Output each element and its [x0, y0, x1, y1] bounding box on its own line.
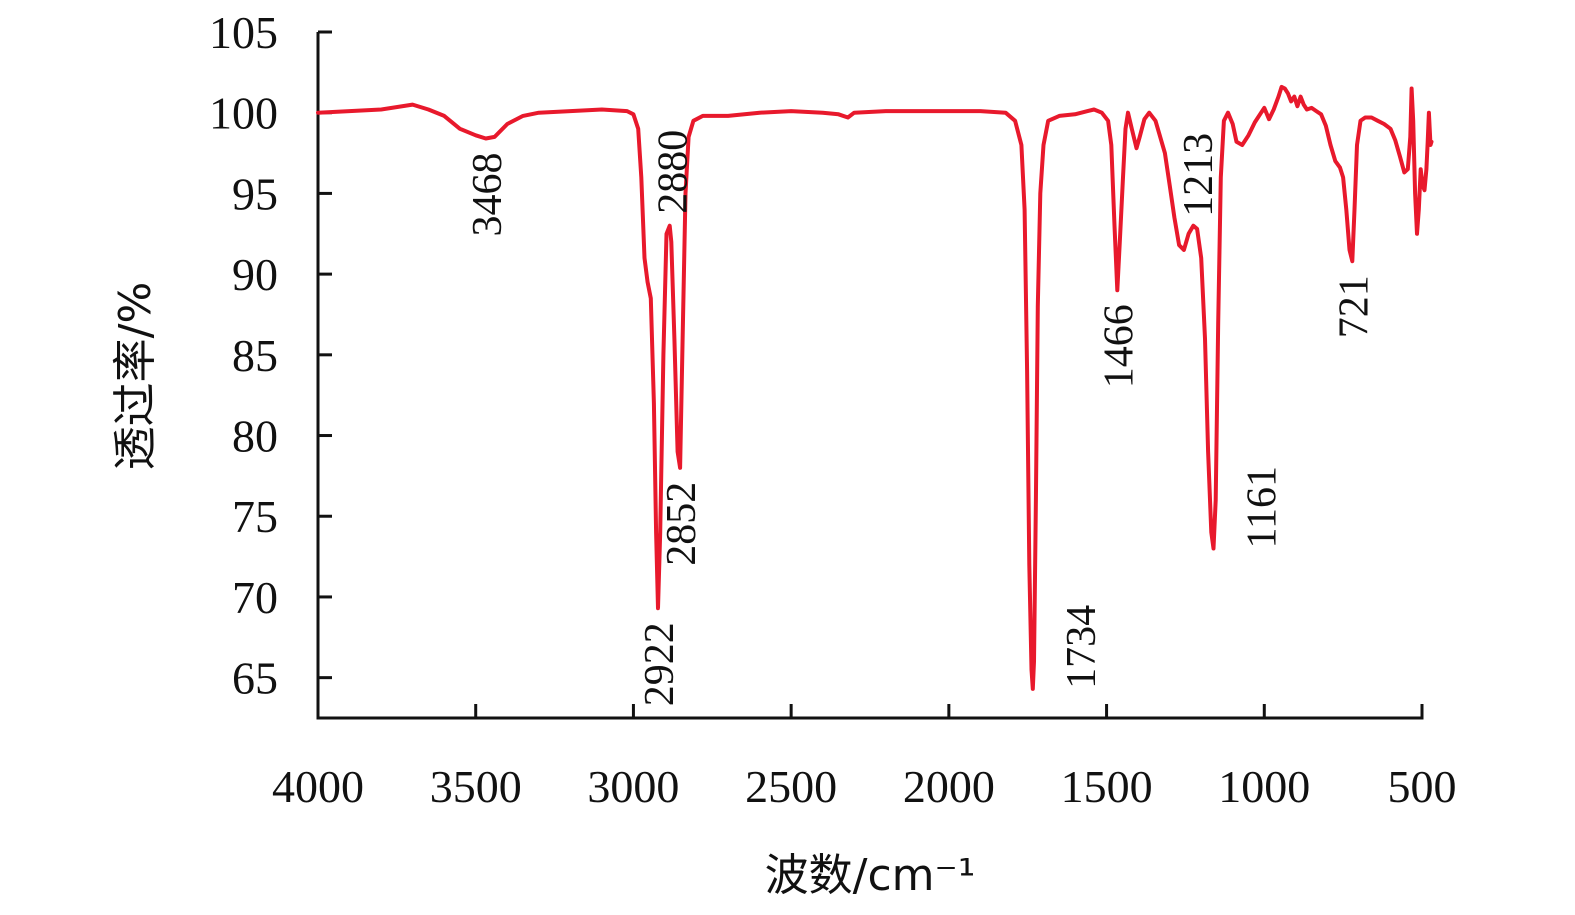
- ticks: 65 70 75 80 85 90 95 100 105 4000 3500 3000 2500 2000…: [209, 7, 1457, 812]
- x-tick-label: 1500: [1061, 761, 1153, 812]
- peak-annotations: 3468 2880 2922 2852 1734 1466 1213 1161 721: [465, 130, 1378, 707]
- y-tick-label: 75: [232, 491, 278, 542]
- spectrum-line: [316, 84, 1434, 691]
- peak-label: 721: [1331, 275, 1377, 338]
- x-axis-title: 波数/cm⁻¹: [765, 850, 976, 901]
- x-tick-label: 2500: [745, 761, 837, 812]
- axes: [316, 32, 1424, 720]
- y-tick-label: 100: [209, 88, 278, 139]
- y-tick-label: 105: [209, 7, 278, 58]
- y-tick-label: 95: [232, 168, 278, 219]
- y-tick-label: 70: [232, 572, 278, 623]
- peak-label: 1734: [1059, 605, 1105, 689]
- peak-label: 2852: [659, 482, 705, 566]
- peak-label: 1213: [1176, 133, 1222, 217]
- series-layer: [316, 84, 1434, 691]
- peak-label: 3468: [465, 153, 511, 237]
- x-tick-label: 4000: [272, 761, 364, 812]
- peak-label: 2880: [650, 130, 696, 214]
- y-axis-title: 透过率/%: [110, 282, 161, 471]
- y-tick-label: 65: [232, 653, 278, 704]
- x-tick-label: 500: [1388, 761, 1457, 812]
- x-tick-label: 2000: [903, 761, 995, 812]
- axis-frame: [316, 32, 1424, 720]
- peak-label: 2922: [637, 622, 683, 706]
- x-tick-label: 3000: [587, 761, 679, 812]
- x-tick-label: 1000: [1218, 761, 1310, 812]
- peak-label: 1161: [1240, 466, 1286, 548]
- x-tick-label: 3500: [430, 761, 522, 812]
- peak-label: 1466: [1096, 304, 1142, 388]
- y-tick-label: 90: [232, 249, 278, 300]
- y-tick-label: 80: [232, 411, 278, 462]
- y-tick-label: 85: [232, 330, 278, 381]
